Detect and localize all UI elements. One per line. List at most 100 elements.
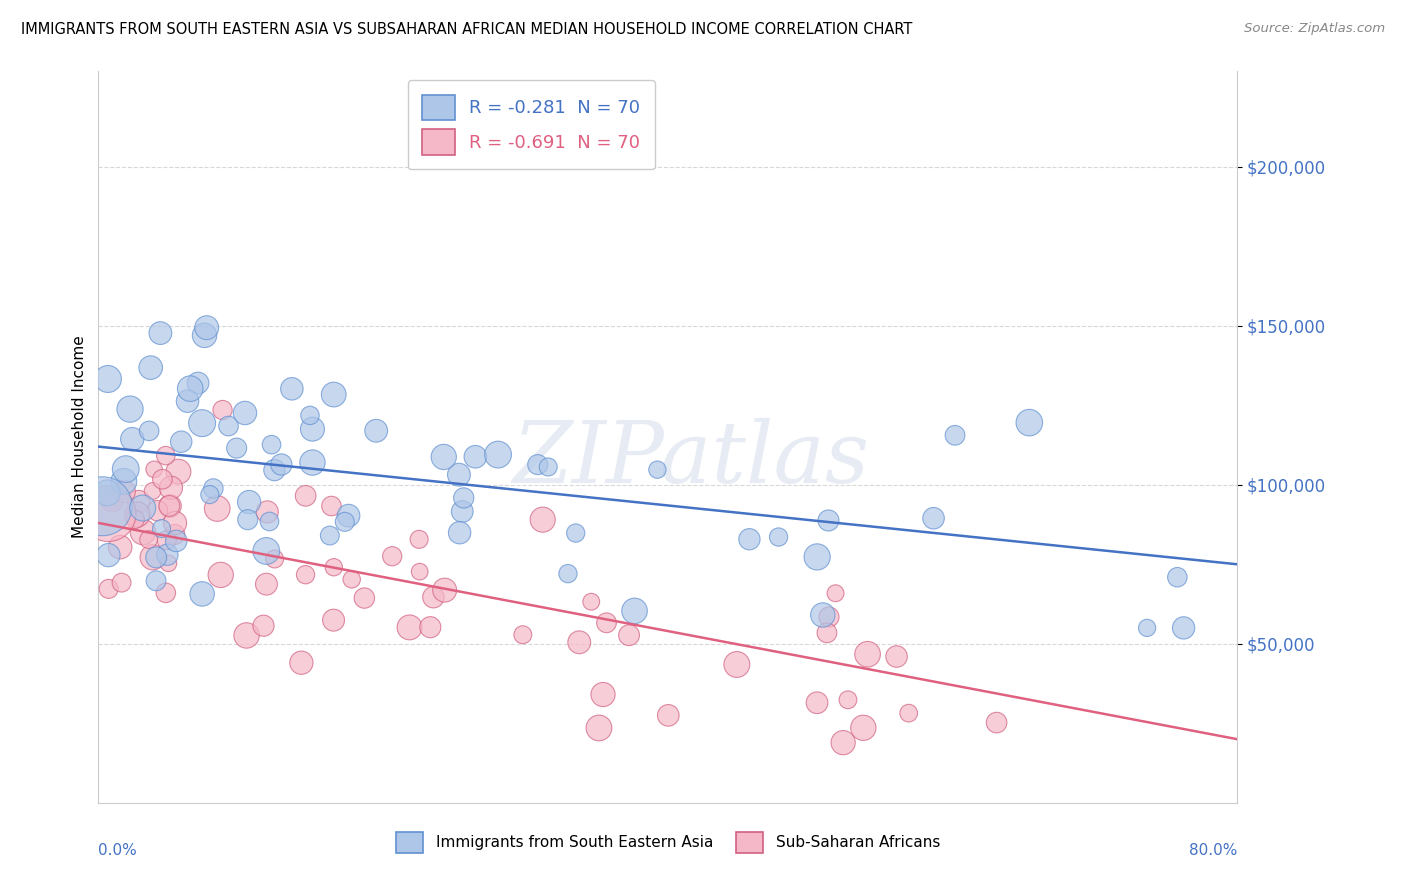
Point bbox=[768, 530, 790, 544]
Text: 0.0%: 0.0% bbox=[98, 843, 138, 858]
Point bbox=[128, 494, 150, 508]
Point bbox=[811, 607, 834, 622]
Point bbox=[512, 628, 534, 642]
Point bbox=[143, 462, 166, 476]
Point bbox=[592, 688, 614, 702]
Point bbox=[337, 508, 360, 523]
Point bbox=[398, 620, 420, 634]
Point bbox=[568, 635, 591, 649]
Text: ZIPatlas: ZIPatlas bbox=[512, 417, 869, 500]
Point bbox=[145, 574, 167, 588]
Point bbox=[149, 326, 172, 340]
Point bbox=[886, 649, 908, 664]
Point bbox=[617, 628, 640, 642]
Point bbox=[254, 544, 277, 558]
Point bbox=[818, 610, 841, 624]
Point bbox=[486, 448, 509, 462]
Point bbox=[157, 499, 180, 513]
Point bbox=[366, 424, 388, 438]
Point bbox=[150, 522, 173, 536]
Point bbox=[254, 577, 277, 591]
Point bbox=[433, 583, 456, 598]
Point bbox=[96, 486, 118, 500]
Point bbox=[191, 587, 214, 601]
Point bbox=[156, 548, 179, 562]
Point bbox=[252, 618, 274, 632]
Point bbox=[837, 693, 859, 707]
Point bbox=[179, 382, 201, 396]
Point bbox=[290, 656, 312, 670]
Point bbox=[815, 625, 838, 640]
Point bbox=[256, 505, 278, 519]
Point bbox=[142, 550, 165, 565]
Point bbox=[193, 328, 215, 343]
Point bbox=[191, 416, 214, 430]
Point bbox=[218, 419, 240, 434]
Point bbox=[131, 501, 153, 516]
Point bbox=[806, 696, 828, 710]
Point bbox=[419, 620, 441, 634]
Text: Source: ZipAtlas.com: Source: ZipAtlas.com bbox=[1244, 22, 1385, 36]
Point bbox=[447, 467, 470, 482]
Point bbox=[91, 500, 114, 514]
Point bbox=[581, 595, 603, 609]
Point bbox=[322, 387, 344, 401]
Point bbox=[321, 499, 343, 513]
Point bbox=[322, 560, 344, 574]
Point bbox=[157, 557, 180, 571]
Point bbox=[1166, 570, 1188, 584]
Point bbox=[986, 715, 1008, 730]
Point bbox=[353, 591, 375, 605]
Point bbox=[108, 540, 131, 554]
Point bbox=[124, 512, 146, 526]
Point bbox=[233, 406, 256, 420]
Point bbox=[806, 549, 828, 564]
Point bbox=[112, 475, 135, 489]
Point bbox=[176, 394, 198, 409]
Point bbox=[127, 508, 149, 522]
Point bbox=[408, 533, 430, 547]
Point bbox=[187, 376, 209, 390]
Point bbox=[453, 491, 475, 505]
Y-axis label: Median Household Income: Median Household Income bbox=[72, 335, 87, 539]
Point bbox=[263, 463, 285, 477]
Legend: Immigrants from South Eastern Asia, Sub-Saharan Africans: Immigrants from South Eastern Asia, Sub-… bbox=[388, 824, 948, 861]
Point bbox=[211, 403, 233, 417]
Point bbox=[195, 320, 218, 334]
Point bbox=[132, 524, 155, 539]
Point bbox=[97, 582, 120, 596]
Point bbox=[725, 657, 748, 672]
Point bbox=[623, 604, 645, 618]
Point bbox=[155, 586, 177, 600]
Point bbox=[464, 450, 486, 464]
Point bbox=[163, 527, 186, 541]
Point bbox=[97, 372, 120, 386]
Point bbox=[209, 568, 232, 582]
Point bbox=[340, 572, 363, 586]
Point bbox=[1018, 416, 1040, 430]
Point bbox=[298, 409, 321, 423]
Point bbox=[824, 586, 846, 600]
Point bbox=[294, 567, 316, 582]
Point bbox=[101, 494, 124, 508]
Point bbox=[595, 615, 617, 630]
Point bbox=[333, 515, 356, 529]
Point bbox=[647, 463, 669, 477]
Point bbox=[118, 402, 141, 417]
Point bbox=[738, 533, 761, 547]
Point bbox=[557, 566, 579, 581]
Point bbox=[832, 736, 855, 750]
Point bbox=[235, 628, 257, 642]
Point bbox=[531, 513, 554, 527]
Point bbox=[1136, 621, 1159, 635]
Point bbox=[165, 516, 187, 530]
Point bbox=[852, 721, 875, 735]
Point bbox=[236, 513, 259, 527]
Point bbox=[897, 706, 920, 721]
Point bbox=[381, 549, 404, 564]
Point bbox=[138, 424, 160, 438]
Point bbox=[150, 472, 173, 486]
Point bbox=[657, 708, 679, 723]
Point bbox=[301, 422, 323, 436]
Point bbox=[270, 458, 292, 472]
